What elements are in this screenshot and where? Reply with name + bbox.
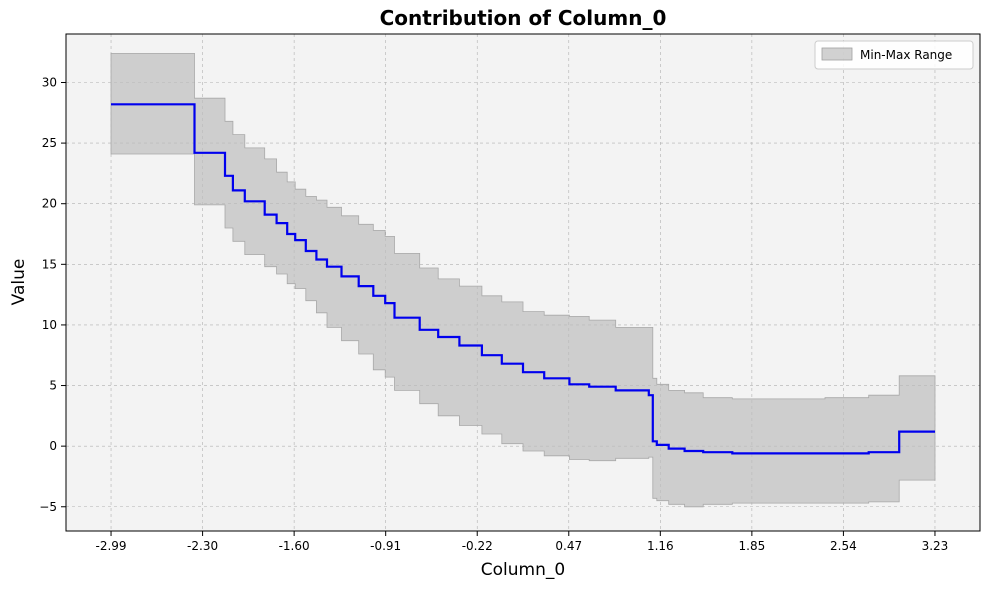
y-tick-label: 5 <box>49 379 57 393</box>
x-tick-label: 2.54 <box>830 539 857 553</box>
x-axis-ticks: -2.99 -2.30 -1.60 -0.91 -0.22 0.47 1.16 1.85 2.5… <box>96 531 949 553</box>
y-tick-label: 0 <box>49 439 57 453</box>
y-tick-label: 30 <box>42 75 57 89</box>
x-axis-label: Column_0 <box>481 560 565 580</box>
y-tick-label: 10 <box>42 318 57 332</box>
x-tick-label: -1.60 <box>279 539 310 553</box>
legend-swatch <box>821 47 853 61</box>
x-tick-label: 0.47 <box>555 539 582 553</box>
chart-title: Contribution of Column_0 <box>380 6 667 30</box>
legend-box <box>814 40 974 70</box>
x-tick-label: 1.85 <box>739 539 766 553</box>
min-max-range-area <box>110 53 936 508</box>
x-tick-label: -2.99 <box>96 539 127 553</box>
x-tick-label: -0.22 <box>462 539 493 553</box>
y-axis-ticks: −5 0 5 10 15 20 25 30 <box>39 75 66 514</box>
y-tick-label: 20 <box>42 197 57 211</box>
min-max-band <box>110 53 936 508</box>
y-tick-label: 25 <box>42 136 57 150</box>
contribution-series-line <box>111 103 935 455</box>
y-axis-label: Value <box>9 259 29 306</box>
contribution-line <box>111 103 935 455</box>
legend: Min-Max Range <box>814 40 974 70</box>
x-tick-label: 3.23 <box>922 539 949 553</box>
legend-label: Min-Max Range <box>860 48 952 62</box>
x-tick-label: -2.30 <box>187 539 218 553</box>
y-tick-label: 15 <box>42 257 57 271</box>
y-tick-label: −5 <box>39 500 57 514</box>
x-tick-label: -0.91 <box>370 539 401 553</box>
plot-frame <box>65 33 981 532</box>
x-tick-label: 1.16 <box>647 539 674 553</box>
